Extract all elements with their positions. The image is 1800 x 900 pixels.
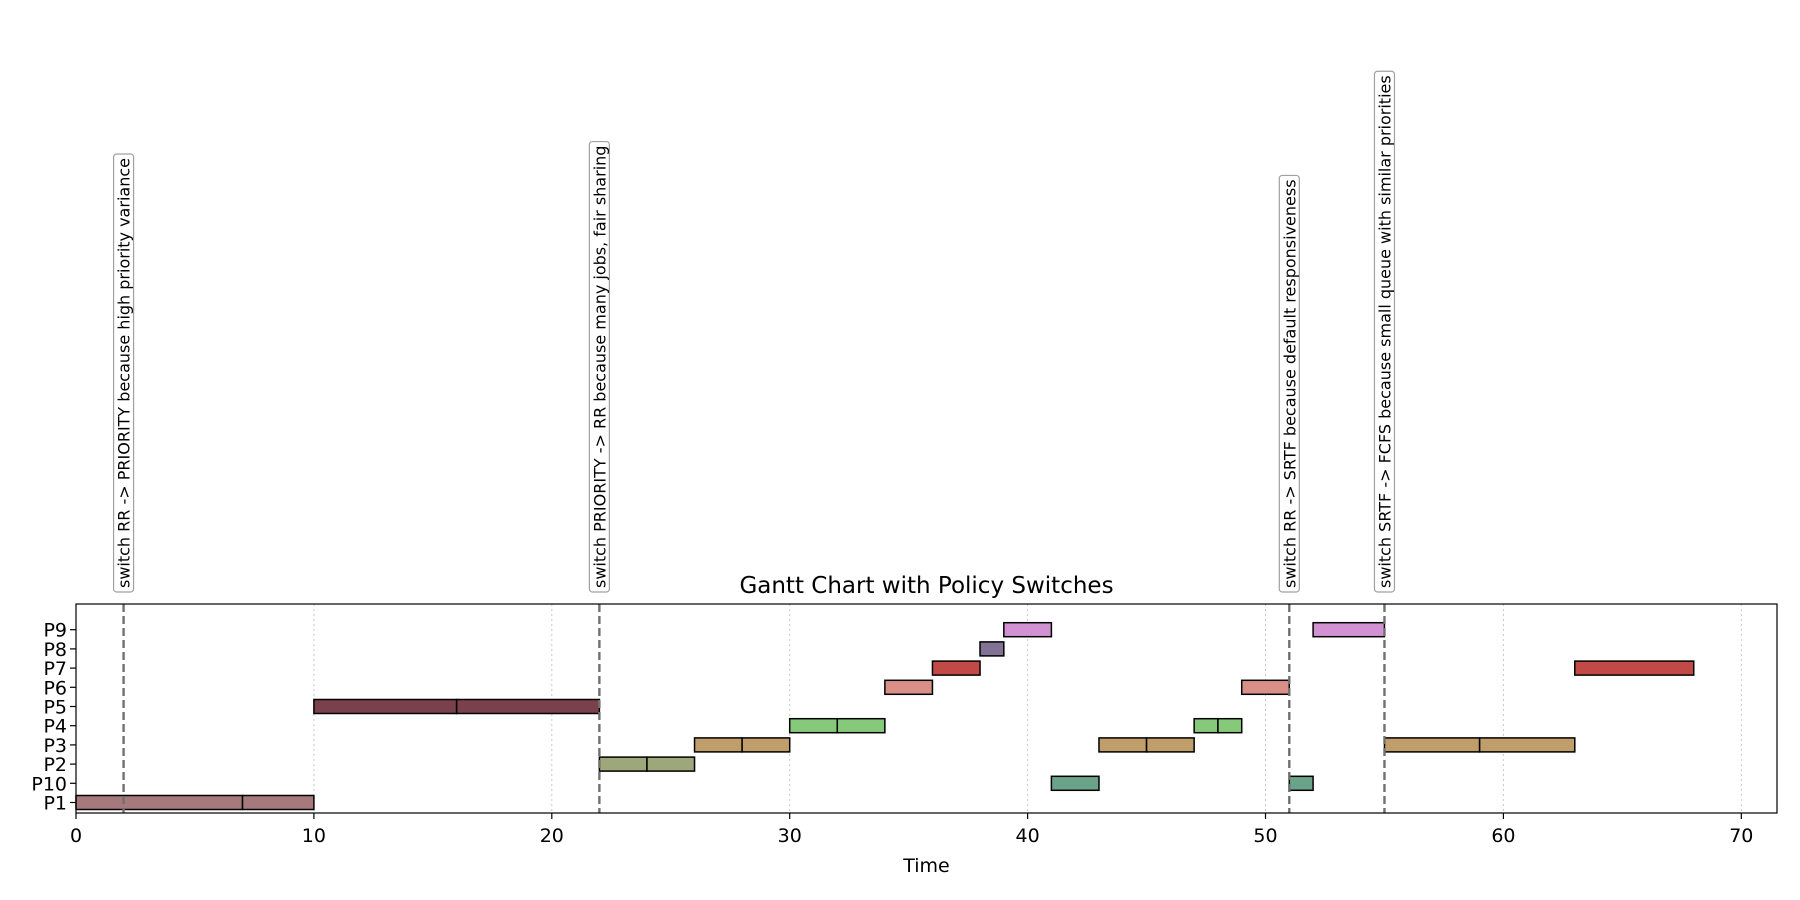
switch-layer: switch RR -> PRIORITY because high prior… xyxy=(112,70,1396,813)
gantt-bar-p5 xyxy=(455,698,601,715)
policy-switch-annotation: switch PRIORITY -> RR because many jobs,… xyxy=(588,140,610,593)
y-tick-label: P6 xyxy=(43,677,67,699)
x-tick-label: 60 xyxy=(1491,825,1515,847)
annotation-box xyxy=(112,153,135,593)
y-tick-label: P9 xyxy=(43,620,67,642)
annotation-box xyxy=(1373,70,1396,593)
policy-switch-label: switch RR -> PRIORITY because high prior… xyxy=(115,158,134,588)
gantt-bar-p5 xyxy=(313,698,458,715)
gantt-bar-p8 xyxy=(979,641,1005,657)
x-tick-label: 0 xyxy=(70,825,82,847)
gantt-bar-p6 xyxy=(884,679,934,696)
gantt-bar-p10 xyxy=(1050,775,1100,792)
gantt-bar-p4 xyxy=(1193,717,1219,734)
x-tick-label: 10 xyxy=(302,825,326,847)
gantt-bar-p3 xyxy=(1145,737,1195,753)
gantt-bar-p3 xyxy=(693,737,743,753)
gantt-bar-p3 xyxy=(1383,737,1481,753)
gantt-bar-p2 xyxy=(598,756,648,772)
x-tick-label: 70 xyxy=(1729,825,1753,847)
gantt-bar-p7 xyxy=(1574,660,1695,676)
y-tick-label: P4 xyxy=(43,716,67,738)
gantt-bar-p6 xyxy=(1240,679,1291,696)
y-tick-label: P7 xyxy=(43,658,67,680)
x-tick-label: 50 xyxy=(1253,825,1277,847)
gantt-bar-p2 xyxy=(646,756,696,772)
gantt-bar-p9 xyxy=(1312,621,1386,638)
policy-switch-label: switch PRIORITY -> RR because many jobs,… xyxy=(590,146,609,588)
y-tick-label: P5 xyxy=(43,697,67,719)
policy-switch-annotation: switch SRTF -> FCFS because small queue … xyxy=(1373,70,1396,593)
gantt-bar-p3 xyxy=(1098,737,1148,753)
x-tick-label: 30 xyxy=(778,825,802,847)
chart-title: Gantt Chart with Policy Switches xyxy=(739,573,1113,599)
gantt-bar-p3 xyxy=(1478,737,1576,753)
y-tick-label: P1 xyxy=(43,793,67,815)
plot-frame xyxy=(75,603,1778,814)
policy-switch-annotation: switch RR -> PRIORITY because high prior… xyxy=(112,153,135,593)
x-tick-label: 40 xyxy=(1016,825,1040,847)
annotation-box xyxy=(1278,174,1300,593)
x-tick-label: 20 xyxy=(540,825,564,847)
y-tick-label: P2 xyxy=(43,754,67,776)
gantt-bar-p1 xyxy=(75,794,244,811)
annotation-box xyxy=(588,140,610,593)
y-tick-label: P8 xyxy=(43,639,67,661)
policy-switch-annotation: switch RR -> SRTF because default respon… xyxy=(1278,174,1300,593)
y-tick-label: P10 xyxy=(31,773,67,795)
gantt-bar-p4 xyxy=(836,717,886,734)
gantt-bar-p3 xyxy=(741,737,791,753)
gantt-bar-p9 xyxy=(1003,621,1053,638)
policy-switch-label: switch SRTF -> FCFS because small queue … xyxy=(1375,75,1394,588)
gantt-bar-p10 xyxy=(1288,775,1314,792)
policy-switch-label: switch RR -> SRTF because default respon… xyxy=(1280,179,1299,588)
gantt-bar-p4 xyxy=(1217,717,1243,734)
x-axis-label: Time xyxy=(902,855,950,877)
gantt-bar-p1 xyxy=(241,794,315,811)
gantt-bar-p4 xyxy=(788,717,839,734)
bars-layer xyxy=(75,621,1695,811)
gantt-bar-p7 xyxy=(931,660,981,676)
y-tick-label: P3 xyxy=(43,735,67,757)
